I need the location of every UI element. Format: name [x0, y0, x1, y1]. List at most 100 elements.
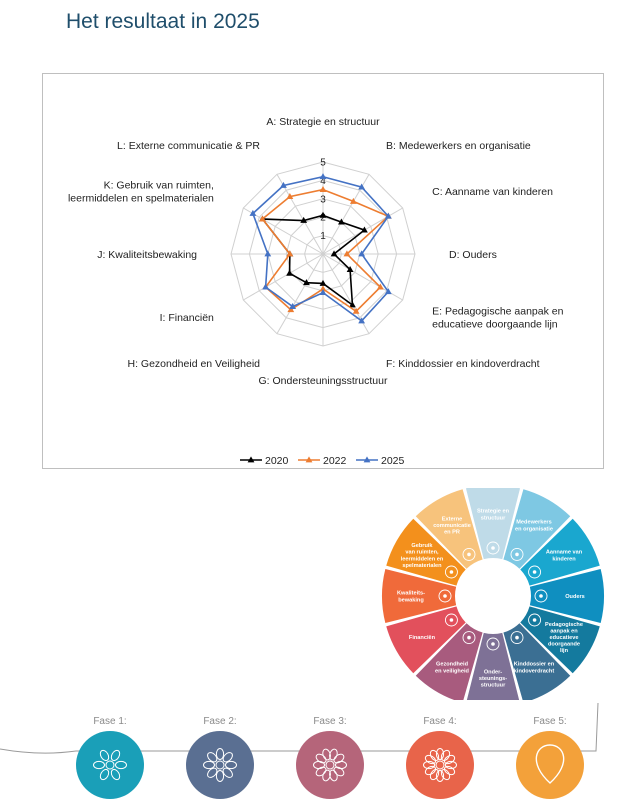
axis-label: F: Kinddossier en kindoverdracht	[386, 358, 540, 370]
segment-label: Strategie en structuur	[477, 509, 510, 522]
segment-label: Kwaliteits-bewaking	[397, 591, 425, 604]
phases-strip: Fase 1: Fase 2: Fase 3: Fase 4: Fase 5:	[0, 702, 599, 799]
data-point	[280, 181, 287, 188]
tick-label: 1	[320, 231, 326, 242]
legend-item: 2022	[298, 455, 347, 467]
data-point	[346, 266, 354, 273]
grid-spoke	[243, 207, 324, 255]
data-point	[358, 317, 366, 324]
phase-label: Fase 1:	[93, 716, 126, 727]
wheel-segment: Kinddossier en kindoverdracht	[503, 623, 571, 700]
data-point	[262, 283, 270, 290]
segment-shape	[529, 568, 604, 624]
parents-icon	[534, 589, 548, 603]
segment-shape	[466, 632, 520, 700]
wheel-segment: Medewerkers en organisatie	[503, 489, 571, 569]
data-point	[361, 226, 368, 233]
grid-spoke	[276, 253, 324, 334]
data-point	[319, 186, 327, 192]
piggy-bank-icon	[444, 613, 458, 627]
segment-label: Medewerkers en organisatie	[515, 520, 553, 533]
data-point	[259, 215, 266, 222]
phase-circle	[186, 731, 254, 799]
data-point	[319, 279, 327, 286]
data-point	[384, 212, 392, 219]
phase-5: Fase 5:	[516, 716, 584, 799]
phase-circle	[76, 731, 144, 799]
phase-label: Fase 5:	[533, 716, 566, 727]
phase-label: Fase 2:	[203, 716, 236, 727]
data-point	[330, 250, 338, 257]
axis-label: B: Medewerkers en organisatie	[386, 140, 531, 152]
flower-icon	[423, 748, 457, 782]
radar-chart: 1 2 3 4 5 A: Strategie en structuur B: Medewer…	[68, 116, 564, 467]
shield-icon	[462, 631, 476, 645]
data-point	[384, 288, 392, 295]
segment-label: Onder-steunings-structuur	[479, 669, 507, 688]
axis-label: D: Ouders	[449, 249, 497, 261]
phase-4: Fase 4:	[406, 716, 474, 799]
data-point	[289, 302, 297, 309]
axis-label: H: Gezondheid en Veiligheid	[127, 358, 260, 370]
people-icon	[510, 547, 524, 561]
page-title: Het resultaat in 2025	[66, 10, 260, 33]
axis-label: I: Financiën	[160, 312, 214, 324]
data-point	[319, 211, 327, 218]
support-icon	[486, 637, 500, 651]
data-point	[286, 193, 294, 200]
axis-label: J: Kwaliteitsbewaking	[97, 249, 197, 261]
drop-icon	[535, 744, 565, 784]
segment-shape	[382, 568, 457, 624]
legend-label: 2025	[381, 455, 405, 467]
data-point	[300, 216, 308, 223]
segment-label: Pedagogische aanpak en educatieve doorgaand…	[545, 622, 583, 654]
phase-label: Fase 3:	[313, 716, 346, 727]
data-point	[286, 269, 293, 276]
legend-item: 2020	[240, 455, 289, 467]
legend-label: 2022	[323, 455, 347, 467]
phase-2: Fase 2:	[186, 716, 254, 799]
data-point	[349, 301, 356, 308]
axis-label: G: Ondersteuningsstructuur	[259, 375, 388, 387]
segment-label: Externe communicatie en PR	[433, 516, 471, 535]
legend-label: 2020	[265, 455, 289, 467]
phase-label: Fase 4:	[423, 716, 456, 727]
series-2025	[249, 173, 392, 324]
data-point	[303, 279, 310, 286]
data-point	[249, 209, 257, 216]
checklist-icon	[438, 589, 452, 603]
legend-item: 2025	[356, 455, 405, 467]
data-point	[287, 306, 295, 313]
segment-label: Gezondheid en veiligheid	[435, 662, 469, 675]
data-point	[319, 289, 327, 296]
wheel-segment: Kwaliteits-bewaking	[382, 568, 457, 624]
flower-icon	[93, 749, 127, 781]
wheel-segment: Strategie en structuur	[465, 488, 521, 560]
network-icon	[486, 541, 500, 555]
data-point	[343, 250, 351, 257]
wheel-segment: Gebruik van ruimten, leermiddelen en spelma…	[386, 518, 466, 586]
phase-circle	[516, 731, 584, 799]
data-point	[358, 250, 366, 257]
children-icon	[528, 565, 542, 579]
tick-label: 4	[320, 176, 326, 187]
tick-label: 5	[320, 158, 326, 169]
wheel-segment: Externe communicatie en PR	[415, 489, 483, 569]
folder-icon	[510, 631, 524, 645]
axis-label: C: Aanname van kinderen	[432, 186, 553, 198]
growth-icon	[528, 613, 542, 627]
segment-label: Financiën	[409, 635, 436, 641]
radar-axis-labels: A: Strategie en structuur B: Medewerkers …	[68, 116, 564, 387]
segment-shape	[465, 488, 521, 560]
data-point	[319, 285, 327, 292]
data-point	[319, 173, 327, 180]
flower-icon	[203, 748, 237, 782]
wheel-segment: Pedagogische aanpak en educatieve doorgaand…	[520, 606, 600, 674]
axis-label: A: Strategie en structuur	[266, 116, 380, 128]
segment-label: Kinddossier en kindoverdracht	[514, 662, 555, 675]
wheel-segment: Gezondheid en veiligheid	[415, 623, 483, 700]
axis-label: E: Pedagogische aanpak en educatieve door…	[432, 306, 564, 331]
wheel-segment: Ouders	[529, 568, 604, 624]
grid-spoke	[243, 253, 324, 301]
data-point	[349, 197, 357, 204]
